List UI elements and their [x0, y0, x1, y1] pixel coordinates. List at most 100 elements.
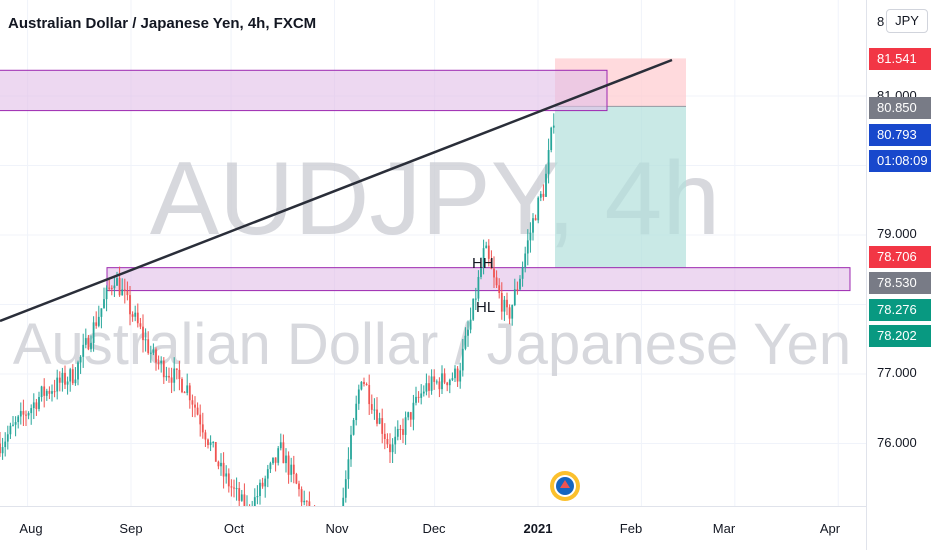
candle-body	[526, 240, 529, 254]
hh-label: HH	[472, 255, 494, 272]
candle-body	[428, 383, 430, 391]
candle-body	[38, 397, 40, 409]
candle-body	[90, 343, 92, 350]
candle-body	[415, 396, 417, 403]
candle-body	[194, 404, 196, 408]
candle-body	[545, 173, 547, 197]
candle-body	[256, 496, 259, 498]
currency-button[interactable]: JPY	[886, 9, 928, 33]
candle-body	[495, 277, 498, 286]
candle-body	[53, 391, 56, 393]
candle-body	[25, 414, 27, 416]
candle-body	[355, 403, 358, 421]
candle-body	[298, 483, 300, 490]
candle-body	[373, 409, 376, 411]
candle-body	[552, 125, 555, 128]
candle-body	[84, 338, 87, 345]
price-tick: 77.000	[877, 365, 917, 380]
candle-body	[201, 424, 204, 433]
candle-body	[547, 150, 550, 174]
hl-label: HL	[476, 299, 495, 316]
candle-body	[272, 457, 274, 464]
candle-body	[472, 298, 475, 320]
candle-body	[207, 439, 209, 446]
candle-body	[394, 436, 397, 445]
candle-body	[521, 266, 524, 279]
candle-body	[516, 289, 519, 291]
candle-body	[344, 479, 347, 498]
candle-body	[4, 441, 7, 448]
price-chart[interactable]: AUDJPY, 4h Australian Dollar / Japanese …	[0, 0, 866, 506]
candle-body	[477, 276, 480, 299]
time-tick: Apr	[819, 521, 841, 536]
candle-body	[74, 379, 77, 384]
candle-body	[14, 422, 17, 425]
candle-body	[279, 442, 282, 449]
candle-body	[451, 378, 454, 380]
candle-body	[240, 494, 243, 501]
candle-body	[214, 442, 217, 462]
candle-body	[51, 391, 53, 394]
candle-body	[490, 258, 493, 269]
time-tick: Feb	[619, 521, 643, 536]
candle-body	[342, 497, 345, 506]
candle-body	[162, 360, 165, 378]
candle-body	[253, 497, 256, 506]
price-badge: 80.850	[869, 97, 931, 119]
candle-body	[27, 413, 30, 416]
candle-body	[9, 425, 12, 435]
candle-body	[58, 377, 61, 383]
candle-body	[108, 287, 111, 289]
candle-body	[243, 494, 246, 506]
candle-body	[147, 339, 150, 354]
candle-body	[360, 381, 363, 390]
candle-body	[513, 289, 516, 306]
candle-body	[352, 420, 355, 435]
candle-body	[87, 338, 90, 350]
price-axis[interactable]: JPY 8 81.000 79.000 77.000 76.000 81.541…	[866, 0, 932, 550]
time-axis[interactable]: Aug Sep Oct Nov Dec 2021 Feb Mar Apr	[0, 506, 866, 551]
candle-body	[532, 218, 534, 233]
candle-body	[233, 487, 235, 489]
candle-body	[274, 457, 277, 463]
candle-body	[188, 385, 191, 401]
candle-body	[61, 372, 64, 383]
candle-body	[178, 369, 181, 380]
candle-body	[144, 339, 147, 341]
time-tick: Nov	[325, 521, 349, 536]
candle-body	[524, 253, 527, 267]
candle-body	[474, 298, 477, 300]
candle-body	[430, 376, 433, 391]
candle-body	[438, 381, 441, 390]
candle-body	[487, 245, 490, 259]
candle-body	[131, 314, 134, 317]
candle-body	[69, 369, 72, 382]
candle-body	[417, 396, 420, 398]
candle-body	[391, 444, 394, 453]
candle-body	[199, 414, 202, 425]
candle-body	[386, 439, 389, 445]
candle-body	[448, 379, 451, 386]
candle-body	[469, 319, 472, 330]
candle-body	[454, 368, 456, 379]
candle-body	[220, 462, 222, 467]
candle-body	[422, 391, 425, 394]
candle-body	[121, 289, 124, 296]
candle-body	[0, 443, 1, 454]
candle-body	[303, 500, 306, 503]
trendline[interactable]	[0, 58, 673, 323]
candle-body	[443, 373, 446, 383]
time-tick: Sep	[119, 521, 143, 536]
broker-logo-icon	[550, 471, 580, 501]
candle-body	[66, 381, 69, 385]
candle-body	[45, 390, 48, 396]
watermark-name: Australian Dollar / Japanese Yen	[13, 312, 851, 377]
candle-body	[97, 316, 100, 326]
candle-body	[48, 390, 51, 394]
time-tick: 2021	[523, 521, 553, 536]
candle-body	[238, 488, 241, 501]
candle-body	[129, 295, 131, 315]
candle-body	[295, 474, 298, 484]
candle-body	[157, 362, 160, 364]
candle-body	[212, 442, 215, 444]
